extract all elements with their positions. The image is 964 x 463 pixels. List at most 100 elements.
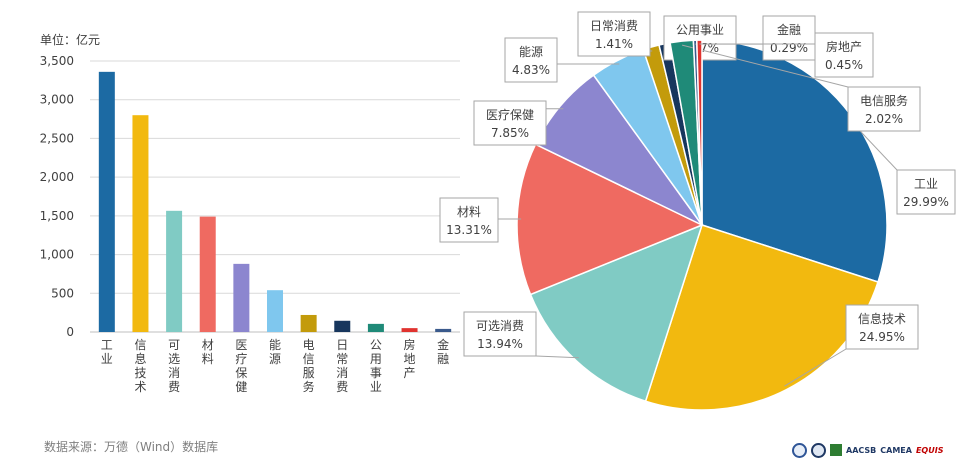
slice-percent: 13.31% <box>446 223 492 237</box>
slice-label: 信息技术 <box>858 311 906 326</box>
label-box <box>762 15 816 61</box>
slice-percent: 0.45% <box>825 58 863 72</box>
x-tick-label-char: 材 <box>202 338 214 352</box>
pie-chart: 工业 29.99% 信息技术 24.95% 可选消费 13.94% 材料 13.31% 医疗保健… <box>439 11 956 411</box>
label-box <box>439 197 499 243</box>
label-box <box>473 100 547 146</box>
equis-logo: EQUIS <box>915 445 944 455</box>
slice-percent: 0.29% <box>770 41 808 55</box>
bar <box>132 115 149 332</box>
bar <box>166 210 183 332</box>
slice-label: 能源 <box>519 45 543 59</box>
camea-logo: CAMEA <box>880 445 912 455</box>
slice-label: 材料 <box>457 205 481 219</box>
slice-percent: 13.94% <box>477 337 523 351</box>
data-source-note: 数据来源：万德（Wind）数据库 <box>44 440 219 454</box>
pie-slice <box>695 39 703 226</box>
x-tick-label-char: 技 <box>134 366 146 380</box>
slice-label: 可选消费 <box>476 319 524 333</box>
y-tick-label: 2,500 <box>40 131 74 145</box>
leader-line <box>535 355 579 359</box>
bar <box>367 323 384 332</box>
label-box <box>463 311 537 357</box>
x-tick-label-char: 房 <box>404 337 416 352</box>
x-tick-label-char: 能 <box>269 338 281 352</box>
x-tick-label-char: 信 <box>134 338 146 352</box>
bar <box>401 328 418 332</box>
x-tick-label-char: 疗 <box>235 352 247 366</box>
slice-label: 医疗保健 <box>486 108 534 122</box>
x-tick-label-char: 业 <box>370 380 382 394</box>
x-tick-label-char: 息 <box>134 351 146 366</box>
x-tick-label-char: 源 <box>269 352 281 366</box>
bar <box>199 216 216 332</box>
label-box <box>896 169 956 215</box>
leader-line <box>682 44 849 88</box>
x-tick-label-char: 公 <box>370 338 382 352</box>
school-emblem-icon <box>811 442 826 458</box>
slice-label: 电信服务 <box>860 93 908 108</box>
slice-label: 房地产 <box>826 39 862 54</box>
x-tick-label-char: 医 <box>235 338 247 352</box>
x-tick-label-char: 工 <box>101 338 113 352</box>
x-tick-label-char: 常 <box>336 352 348 366</box>
x-tick-label-char: 消 <box>168 366 180 380</box>
x-tick-label-char: 服 <box>303 366 315 380</box>
bar <box>98 71 115 332</box>
x-tick-label-char: 术 <box>134 380 146 394</box>
x-tick-label-char: 电 <box>303 338 315 352</box>
slice-percent: 4.83% <box>512 63 550 77</box>
slice-percent: 29.99% <box>903 195 949 209</box>
x-tick-label-char: 日 <box>336 338 348 352</box>
y-tick-label: 500 <box>51 286 74 300</box>
aacsb-logo: AACSB <box>846 445 877 455</box>
bar <box>334 320 351 332</box>
x-tick-label-char: 用 <box>370 352 382 366</box>
aacsb-logo-icon <box>830 444 842 456</box>
bar <box>300 314 317 332</box>
bar <box>435 328 452 332</box>
bar <box>233 263 250 332</box>
slice-percent: 24.95% <box>859 330 905 344</box>
x-tick-label-char: 信 <box>303 352 315 366</box>
x-tick-label-char: 务 <box>303 379 315 394</box>
slice-percent: 2.02% <box>865 112 903 126</box>
unit-label: 单位：亿元 <box>40 32 100 47</box>
university-seal-icon <box>792 442 807 458</box>
y-tick-label: 2,000 <box>40 170 74 184</box>
slice-percent: 7.85% <box>491 126 529 140</box>
x-tick-label-char: 选 <box>168 352 180 366</box>
x-tick-label-char: 料 <box>202 352 214 366</box>
x-tick-label-char: 业 <box>101 352 113 366</box>
y-tick-label: 0 <box>66 325 74 339</box>
label-box <box>504 37 558 83</box>
label-box <box>577 11 651 57</box>
x-tick-label-char: 费 <box>168 380 180 394</box>
x-tick-label-char: 费 <box>336 380 348 394</box>
x-tick-label-char: 事 <box>370 366 382 380</box>
slice-label: 金融 <box>777 22 801 37</box>
label-box <box>847 86 921 132</box>
x-tick-label-char: 消 <box>336 366 348 380</box>
y-tick-label: 3,500 <box>40 54 74 68</box>
label-box <box>814 32 874 78</box>
x-tick-label-char: 金 <box>437 337 449 352</box>
x-tick-label-char: 产 <box>404 366 416 380</box>
x-tick-label-char: 融 <box>437 352 449 366</box>
slice-label: 日常消费 <box>590 19 638 33</box>
x-tick-label-char: 可 <box>168 338 180 352</box>
logo-strip: AACSB CAMEA EQUIS <box>792 440 943 460</box>
slice-label: 工业 <box>914 177 938 191</box>
leader-line <box>784 348 847 387</box>
slice-label: 公用事业 <box>676 23 724 37</box>
bar <box>267 290 283 332</box>
label-box <box>845 304 919 350</box>
x-tick-label-char: 健 <box>235 380 247 394</box>
bar-chart: 单位：亿元 0 500 1,000 1,500 2,000 2,500 3,000 3,500 工… <box>40 32 460 394</box>
y-tick-label: 1,000 <box>40 248 74 262</box>
slice-percent: 1.41% <box>595 37 633 51</box>
x-tick-label-char: 保 <box>235 366 247 380</box>
y-tick-label: 1,500 <box>40 209 74 223</box>
x-tick-label-char: 地 <box>404 352 416 366</box>
